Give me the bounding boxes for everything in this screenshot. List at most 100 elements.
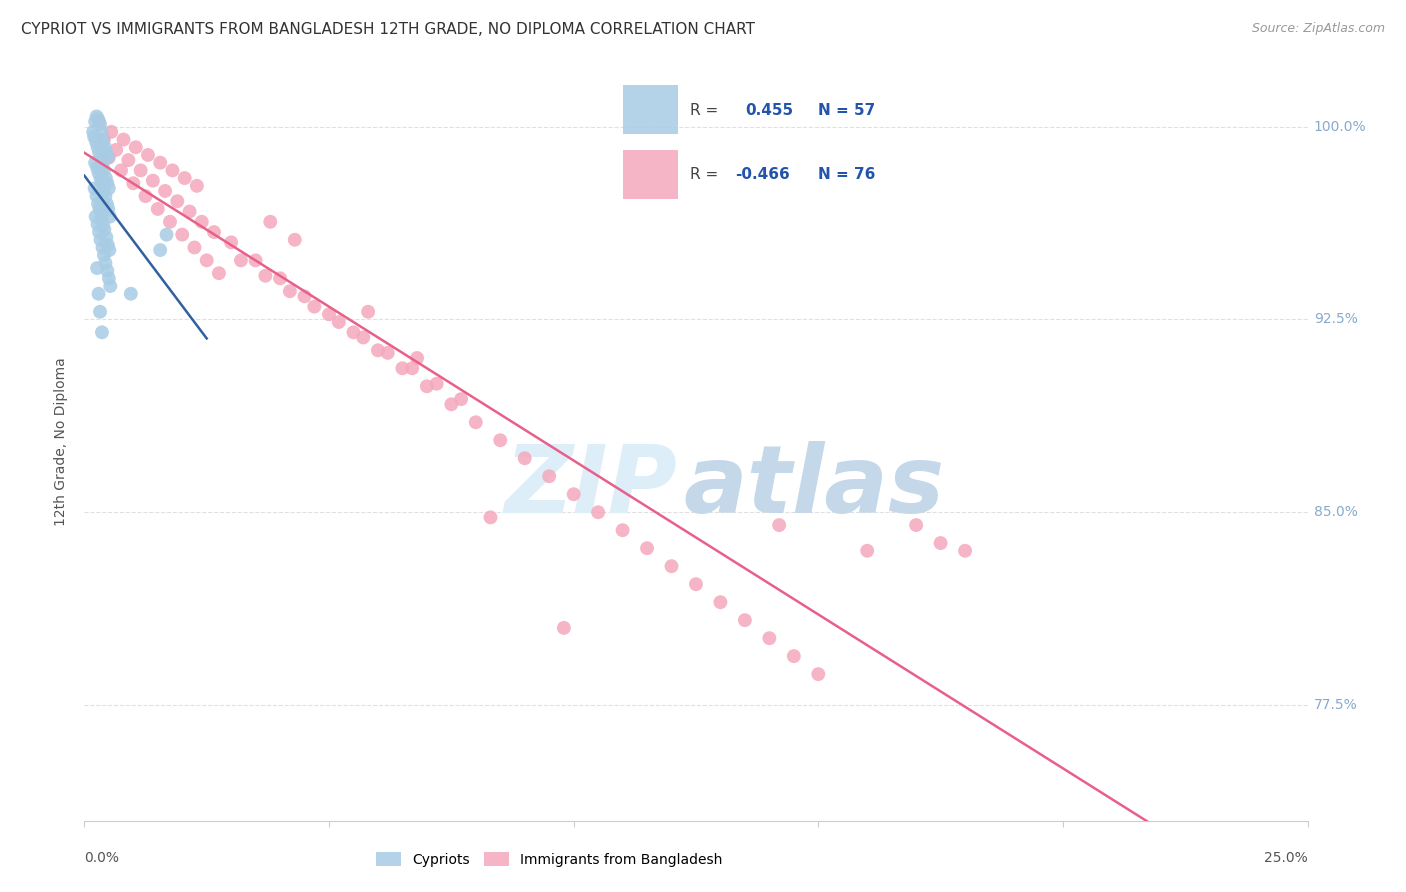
Point: [538, 469, 561, 483]
Point: [87, 114, 110, 128]
Point: [159, 215, 181, 229]
Point: [91, 240, 114, 254]
Point: [83, 130, 105, 145]
Point: [905, 518, 928, 533]
Point: [96, 196, 118, 211]
Text: 92.5%: 92.5%: [1313, 312, 1358, 326]
Point: [93, 248, 115, 262]
Point: [89, 202, 111, 216]
Point: [229, 253, 252, 268]
Point: [328, 315, 350, 329]
Point: [87, 145, 110, 160]
Point: [278, 284, 301, 298]
Point: [304, 300, 326, 314]
Point: [734, 613, 756, 627]
Point: [202, 225, 225, 239]
Text: 85.0%: 85.0%: [1313, 505, 1358, 519]
Point: [953, 543, 976, 558]
Text: CYPRIOT VS IMMIGRANTS FROM BANGLADESH 12TH GRADE, NO DIPLOMA CORRELATION CHART: CYPRIOT VS IMMIGRANTS FROM BANGLADESH 12…: [21, 22, 755, 37]
Point: [450, 392, 472, 406]
Point: [97, 151, 120, 165]
Point: [153, 184, 176, 198]
Point: [342, 326, 364, 340]
Point: [94, 171, 117, 186]
Point: [93, 132, 115, 146]
Point: [90, 151, 112, 165]
Point: [112, 132, 135, 146]
Point: [318, 307, 340, 321]
Point: [284, 233, 307, 247]
Point: [91, 176, 114, 190]
Text: ZIP: ZIP: [505, 441, 678, 533]
Point: [125, 140, 148, 154]
Point: [155, 227, 177, 242]
Point: [661, 559, 683, 574]
Point: [96, 145, 118, 160]
Point: [562, 487, 585, 501]
Point: [146, 202, 169, 216]
Point: [219, 235, 242, 250]
Point: [783, 649, 806, 664]
Point: [84, 135, 107, 149]
Point: [856, 543, 879, 558]
Point: [84, 155, 107, 169]
Point: [166, 194, 188, 209]
Point: [97, 271, 120, 285]
Point: [136, 148, 159, 162]
Point: [91, 218, 114, 232]
Text: 25.0%: 25.0%: [1264, 851, 1308, 865]
Point: [97, 151, 120, 165]
Point: [89, 304, 111, 318]
Point: [186, 178, 208, 193]
Point: [636, 541, 658, 556]
Point: [94, 140, 117, 154]
Point: [377, 346, 399, 360]
Point: [172, 227, 194, 242]
Point: [553, 621, 575, 635]
Point: [416, 379, 439, 393]
Point: [367, 343, 389, 358]
Point: [709, 595, 731, 609]
Point: [91, 158, 114, 172]
Point: [86, 140, 108, 154]
Point: [173, 171, 195, 186]
Point: [259, 215, 281, 229]
Point: [86, 261, 108, 276]
Point: [100, 125, 122, 139]
Point: [294, 289, 316, 303]
FancyBboxPatch shape: [623, 150, 678, 199]
Point: [87, 112, 110, 126]
Text: 0.0%: 0.0%: [84, 851, 120, 865]
Point: [120, 286, 142, 301]
Text: N = 57: N = 57: [818, 103, 876, 118]
FancyBboxPatch shape: [623, 85, 678, 135]
Point: [96, 176, 118, 190]
Point: [464, 415, 486, 429]
Point: [94, 256, 117, 270]
Point: [105, 143, 128, 157]
Point: [135, 189, 157, 203]
Legend: Cypriots, Immigrants from Bangladesh: Cypriots, Immigrants from Bangladesh: [377, 852, 723, 867]
Point: [406, 351, 429, 365]
Point: [179, 204, 201, 219]
Point: [768, 518, 790, 533]
Text: 0.455: 0.455: [745, 103, 793, 118]
Point: [98, 279, 121, 293]
Point: [117, 153, 139, 167]
Point: [89, 117, 111, 131]
Point: [86, 161, 108, 175]
Point: [82, 125, 104, 139]
Point: [87, 196, 110, 211]
Text: atlas: atlas: [683, 441, 945, 533]
Point: [97, 202, 120, 216]
Point: [89, 171, 111, 186]
Point: [87, 286, 110, 301]
Point: [489, 434, 512, 448]
Point: [122, 176, 145, 190]
Point: [479, 510, 502, 524]
Point: [87, 225, 110, 239]
Point: [426, 376, 449, 391]
Text: 100.0%: 100.0%: [1313, 120, 1367, 134]
Point: [90, 125, 112, 139]
Point: [208, 266, 231, 280]
